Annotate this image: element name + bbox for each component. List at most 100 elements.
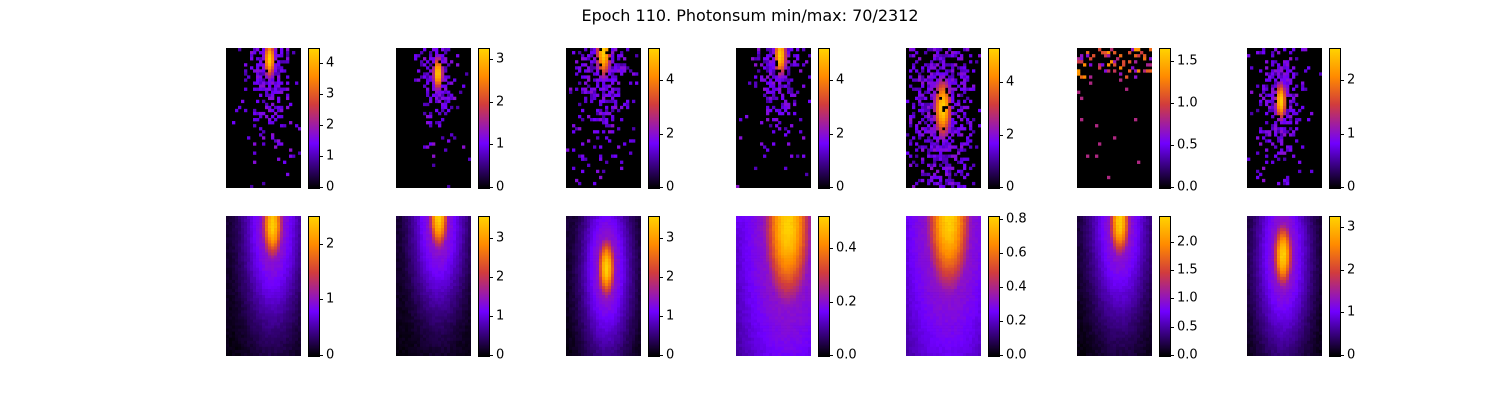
colorbar-tick xyxy=(1170,144,1174,146)
colorbar-tick-label: 0 xyxy=(326,179,335,195)
colorbar-tick xyxy=(1170,326,1174,328)
colorbar-tick-label: 1.0 xyxy=(1177,290,1198,306)
heatmap-image xyxy=(1077,48,1152,188)
colorbar xyxy=(308,216,320,357)
colorbar xyxy=(818,216,830,357)
colorbar-tick-label: 0 xyxy=(496,179,505,195)
colorbar-tick xyxy=(1170,102,1174,104)
colorbar-tick-label: 0.6 xyxy=(1006,245,1027,261)
colorbar-tick xyxy=(319,243,323,245)
colorbar-tick-label: 3 xyxy=(326,86,335,102)
colorbar-tick-label: 4 xyxy=(836,72,845,88)
colorbar-tick-label: 2.0 xyxy=(1177,234,1198,249)
colorbar-tick-label: 0 xyxy=(666,179,675,195)
colorbar-tick-label: 3 xyxy=(496,51,505,67)
colorbar xyxy=(478,48,490,189)
colorbar-tick xyxy=(1170,269,1174,271)
colorbar-tick-label: 0.4 xyxy=(836,240,857,256)
colorbar-tick xyxy=(999,321,1003,323)
heatmap-image xyxy=(1247,48,1322,188)
colorbar-tick xyxy=(1340,80,1344,82)
colorbar-tick xyxy=(659,80,663,82)
colorbar xyxy=(818,48,830,189)
colorbar xyxy=(1159,48,1171,189)
colorbar-tick xyxy=(1340,226,1344,228)
colorbar-tick-label: 2 xyxy=(496,269,505,285)
colorbar-tick xyxy=(659,355,663,356)
colorbar-tick xyxy=(489,144,493,146)
colorbar-tick-label: 2 xyxy=(496,94,505,109)
colorbar-tick xyxy=(829,80,833,82)
colorbar-tick xyxy=(829,187,833,188)
colorbar-tick-label: 1 xyxy=(496,308,505,324)
colorbar-tick xyxy=(319,94,323,96)
heatmap-image xyxy=(566,216,641,356)
colorbar-tick-label: 2 xyxy=(1347,72,1356,88)
colorbar-tick-label: 4 xyxy=(326,55,335,71)
colorbar-tick-label: 0.2 xyxy=(1006,313,1027,329)
colorbar-tick-label: 1 xyxy=(666,308,675,324)
colorbar-tick xyxy=(1340,187,1344,188)
colorbar-tick-label: 1 xyxy=(1347,304,1356,320)
colorbar-tick-label: 2 xyxy=(1006,127,1015,142)
colorbar-tick xyxy=(1170,187,1174,188)
heatmap-image xyxy=(1077,216,1152,356)
colorbar-tick xyxy=(489,237,493,239)
heatmap-image xyxy=(906,216,981,356)
colorbar-tick-label: 4 xyxy=(1006,74,1015,90)
colorbar-tick-label: 0 xyxy=(496,347,505,363)
colorbar-tick xyxy=(319,187,323,188)
colorbar-tick-label: 2 xyxy=(326,236,335,252)
colorbar xyxy=(1159,216,1171,357)
colorbar-tick xyxy=(999,355,1003,356)
heatmap-image xyxy=(566,48,641,188)
heatmap-image xyxy=(1247,216,1322,356)
colorbar-tick-label: 0 xyxy=(666,347,675,363)
colorbar-tick-label: 2 xyxy=(1347,262,1356,277)
colorbar-tick-label: 1.0 xyxy=(1177,95,1198,111)
colorbar-tick xyxy=(659,315,663,317)
colorbar xyxy=(988,216,1000,357)
colorbar-tick-label: 1 xyxy=(496,136,505,152)
colorbar xyxy=(1329,48,1341,189)
colorbar-tick-label: 0.5 xyxy=(1177,137,1198,153)
colorbar-tick-label: 0.0 xyxy=(1006,347,1027,363)
colorbar-tick xyxy=(489,315,493,317)
colorbar-tick xyxy=(999,187,1003,188)
colorbar-tick-label: 1.5 xyxy=(1177,53,1198,69)
colorbar-tick xyxy=(1170,60,1174,62)
colorbar-tick xyxy=(319,63,323,65)
colorbar-tick-label: 1 xyxy=(1347,126,1356,141)
colorbar xyxy=(648,216,660,357)
colorbar-tick-label: 0.4 xyxy=(1006,279,1027,295)
colorbar-tick xyxy=(489,276,493,278)
heatmap-image xyxy=(396,48,471,188)
colorbar-tick xyxy=(1340,355,1344,356)
colorbar-tick xyxy=(319,299,323,301)
colorbar-tick-label: 1 xyxy=(326,148,335,164)
colorbar xyxy=(1329,216,1341,357)
heatmap-image xyxy=(906,48,981,188)
colorbar-tick-label: 0.0 xyxy=(1177,347,1198,363)
colorbar-tick-label: 1.5 xyxy=(1177,262,1198,278)
colorbar-tick-label: 0.8 xyxy=(1006,211,1027,227)
colorbar-tick xyxy=(1170,355,1174,356)
colorbar-tick-label: 2 xyxy=(326,117,335,133)
colorbar-tick-label: 0 xyxy=(1006,179,1015,195)
colorbar xyxy=(648,48,660,189)
colorbar-tick-label: 3 xyxy=(496,230,505,245)
colorbar-tick-label: 4 xyxy=(666,72,675,88)
colorbar-tick xyxy=(1340,269,1344,271)
colorbar-tick xyxy=(829,355,833,356)
figure-title: Epoch 110. Photonsum min/max: 70/2312 xyxy=(581,6,919,25)
colorbar-tick-label: 0.0 xyxy=(1177,179,1198,195)
colorbar-tick-label: 0 xyxy=(1347,347,1356,363)
colorbar-tick xyxy=(999,82,1003,84)
colorbar-tick xyxy=(659,237,663,239)
colorbar-tick xyxy=(999,219,1003,221)
colorbar-tick-label: 2 xyxy=(836,126,845,141)
colorbar-tick xyxy=(829,133,833,135)
colorbar-tick-label: 2 xyxy=(666,126,675,141)
colorbar-tick xyxy=(489,58,493,60)
heatmap-image xyxy=(736,216,811,356)
